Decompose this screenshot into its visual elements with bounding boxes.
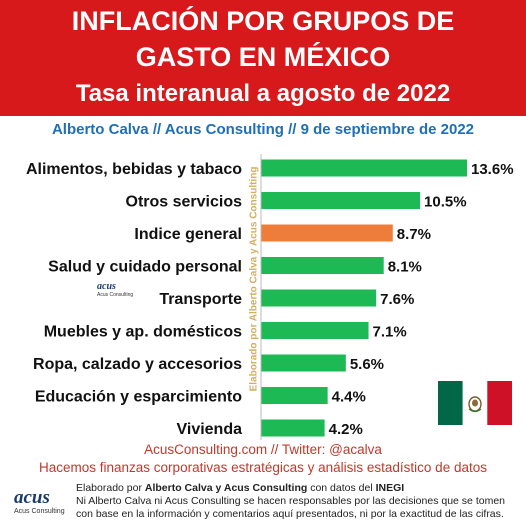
bar-chart: Alimentos, bebidas y tabaco 13.6% Otros se…: [26, 154, 514, 440]
value-label-0: 13.6%: [471, 161, 514, 178]
bar-8: [261, 419, 325, 437]
category-label-0: Alimentos, bebidas y tabaco: [26, 161, 242, 178]
bar-5: [261, 322, 369, 339]
acus-mini-logo-sub: Acus Consulting: [97, 292, 134, 298]
subtitle: Tasa interanual a agosto de 2022: [75, 80, 451, 107]
website-twitter-line: AcusConsulting.com // Twitter: @acalva: [144, 442, 382, 457]
value-label-5: 7.1%: [373, 324, 407, 341]
value-label-4: 7.6%: [380, 291, 414, 308]
bar-0: [261, 159, 467, 177]
value-label-3: 8.1%: [388, 259, 422, 276]
tagline: Hacemos finanzas corporativas estratégic…: [39, 460, 487, 475]
footer-disclaimer: Elaborado por Alberto Calva y Acus Consu…: [76, 482, 524, 521]
category-label-5: Muebles y ap. domésticos: [44, 324, 242, 341]
value-label-7: 4.4%: [332, 389, 366, 406]
watermark-container: Elaborado por Alberto Calva y Acus Consu…: [134, 167, 374, 392]
acus-mini-logo-word: acus: [97, 281, 116, 292]
acus-footer-logo-sub: Acus Consulting: [14, 508, 65, 515]
bar-1: [261, 192, 421, 209]
header-banner: INFLACIÓN POR GRUPOS DE GASTO EN MÉXICO …: [0, 0, 526, 116]
category-label-3: Salud y cuidado personal: [48, 259, 242, 276]
footer-line-1-mid: con datos del: [307, 482, 376, 494]
acus-footer-logo-word: acus: [14, 487, 50, 508]
value-label-6: 5.6%: [350, 356, 384, 373]
title-line-2: GASTO EN MÉXICO: [135, 42, 391, 72]
footer-line-1-source: INEGI: [375, 482, 405, 494]
bar-6: [261, 354, 346, 372]
bar-3: [261, 257, 384, 274]
category-label-4: Transporte: [159, 291, 242, 308]
footer-line-1-pre: Elaborado por: [76, 482, 145, 494]
bar-7: [261, 387, 328, 404]
footer-line-1-authors: Alberto Calva y Acus Consulting: [144, 482, 308, 494]
footer-line-2: Ni Alberto Calva ni Acus Consulting se h…: [76, 495, 505, 507]
footer-line-3: con base en la información y comentarios…: [76, 508, 504, 520]
category-label-1: Otros servicios: [126, 194, 243, 211]
bar-4: [261, 289, 377, 307]
category-label-8: Vivienda: [176, 421, 242, 438]
value-label-2: 8.7%: [397, 226, 431, 243]
acus-mini-logo: acus Acus Consulting: [97, 282, 153, 304]
category-label-6: Ropa, calzado y accesorios: [33, 356, 242, 373]
category-label-7: Educación y esparcimiento: [35, 389, 242, 406]
category-label-2: Indice general: [134, 226, 242, 243]
mexico-flag-icon: [438, 381, 512, 425]
acus-footer-logo: acus Acus Consulting: [14, 488, 66, 520]
title-line-1: INFLACIÓN POR GRUPOS DE: [71, 6, 455, 36]
bar-2: [261, 224, 393, 242]
vertical-watermark: Elaborado por Alberto Calva y Acus Consu…: [248, 166, 260, 392]
value-label-8: 4.2%: [329, 421, 363, 438]
byline: Alberto Calva // Acus Consulting // 9 de…: [51, 121, 475, 138]
value-label-1: 10.5%: [424, 194, 467, 211]
footer-line-1: Elaborado por Alberto Calva y Acus Consu…: [76, 482, 524, 495]
